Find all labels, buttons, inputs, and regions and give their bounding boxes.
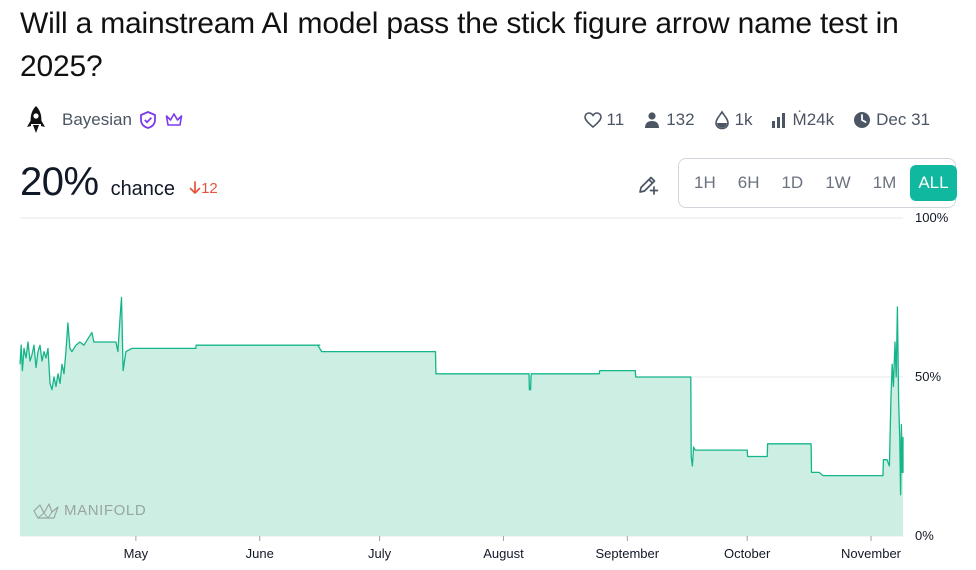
liquidity-amount: 1k xyxy=(734,110,753,129)
volume-amount: Ṁ24k xyxy=(792,110,835,129)
probability-row: 20% chance 12 xyxy=(20,160,218,210)
x-tick-label: May xyxy=(124,546,149,561)
manifold-watermark: MANIFOLD xyxy=(33,502,146,519)
close-date: Dec 31 xyxy=(876,110,930,129)
watermark-text: MANIFOLD xyxy=(64,502,146,519)
y-tick-label: 0% xyxy=(915,528,934,543)
x-tick-label: November xyxy=(841,546,902,561)
range-1w-button[interactable]: 1W xyxy=(825,173,851,192)
clock-icon xyxy=(854,112,871,128)
range-1h-button[interactable]: 1H xyxy=(694,173,716,192)
x-tick-label: July xyxy=(368,546,392,561)
manifold-logo-icon xyxy=(33,503,59,519)
x-tick-label: June xyxy=(246,546,274,561)
market-stats: 11 132 1k Ṁ24k xyxy=(565,104,930,136)
pencil-plus-icon[interactable] xyxy=(636,172,660,196)
likes-stat[interactable]: 11 xyxy=(583,110,625,130)
shield-check-icon xyxy=(138,110,158,130)
liquidity-stat[interactable]: 1k xyxy=(713,110,753,130)
market-title: Will a mainstream AI model pass the stic… xyxy=(20,7,899,83)
y-axis-labels: 100% 50% 0% xyxy=(915,210,949,543)
range-1m-button[interactable]: 1M xyxy=(872,173,897,192)
crown-icon xyxy=(164,110,184,130)
y-tick-label: 50% xyxy=(915,369,941,384)
probability-value: 20% xyxy=(20,160,99,204)
range-6h-button[interactable]: 6H xyxy=(737,173,760,192)
y-tick-label: 100% xyxy=(915,210,949,225)
x-axis: May June July August September October Novembe… xyxy=(124,536,902,561)
volume-stat[interactable]: Ṁ24k xyxy=(771,110,835,130)
probability-change: 12 xyxy=(189,180,218,197)
probability-change-value: 12 xyxy=(201,179,218,197)
user-icon xyxy=(645,112,660,128)
probability-chart[interactable]: 100% 50% 0% May June July August September Oc… xyxy=(0,205,976,570)
probability-area xyxy=(20,297,903,536)
x-tick-label: September xyxy=(596,546,660,561)
market-meta-row: Bayesian 11 132 xyxy=(20,104,956,136)
creator-info[interactable]: Bayesian xyxy=(20,104,184,136)
rocket-icon xyxy=(27,106,45,133)
x-tick-label: October xyxy=(724,546,771,561)
close-date-stat[interactable]: Dec 31 xyxy=(852,110,930,130)
creator-avatar[interactable] xyxy=(20,104,52,136)
time-range-selector: 1H 6H 1D 1W 1M ALL xyxy=(678,158,957,208)
creator-name[interactable]: Bayesian xyxy=(62,110,132,129)
traders-count: 132 xyxy=(666,110,695,129)
range-1d-button[interactable]: 1D xyxy=(781,173,804,192)
probability-line xyxy=(19,296,904,496)
heart-icon xyxy=(583,112,602,129)
x-tick-label: August xyxy=(483,546,524,561)
likes-count: 11 xyxy=(606,110,625,129)
range-all-button[interactable]: ALL xyxy=(910,165,957,201)
arrow-down-icon xyxy=(189,181,201,194)
droplet-icon xyxy=(714,110,729,130)
chance-label: chance xyxy=(110,178,176,200)
bar-chart-icon xyxy=(771,113,785,128)
traders-stat[interactable]: 132 xyxy=(642,110,695,130)
